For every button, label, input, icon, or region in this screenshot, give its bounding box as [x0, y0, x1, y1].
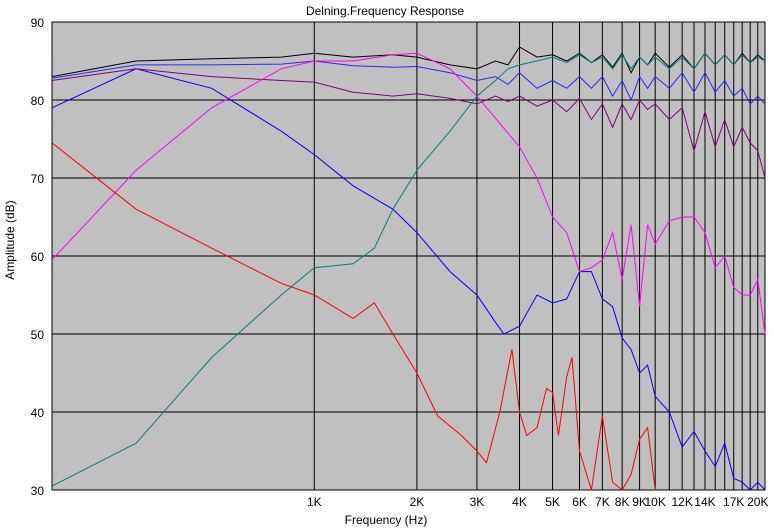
series-line-2: [51, 68, 766, 491]
series-line-4: [51, 68, 766, 179]
y-tick-label: 40: [31, 406, 45, 420]
x-tick-label: 8K: [615, 495, 630, 509]
x-tick-label: 7K: [595, 495, 610, 509]
y-tick-label: 30: [31, 484, 45, 498]
y-tick-label: 60: [31, 250, 45, 264]
x-tick-label: 20K: [747, 495, 768, 509]
y-tick-label: 80: [31, 94, 45, 108]
series-layer: [51, 46, 766, 491]
x-tick-label: 12K: [671, 495, 692, 509]
y-tick-label: 90: [31, 16, 45, 30]
chart-title: Delning.Frequency Response: [306, 4, 464, 18]
x-tick-label: 10K: [644, 495, 665, 509]
x-tick-label: 2K: [410, 495, 425, 509]
series-line-7: [51, 142, 656, 491]
y-axis-label: Amplitude (dB): [3, 200, 17, 279]
series-line-5: [51, 52, 766, 335]
y-tick-label: 70: [31, 172, 45, 186]
x-tick-label: 6K: [572, 495, 587, 509]
series-line-6: [51, 52, 766, 487]
x-tick-label: 9K: [632, 495, 647, 509]
x-tick-label: 5K: [545, 495, 560, 509]
x-tick-label: 1K: [307, 495, 322, 509]
series-line-3: [51, 60, 766, 105]
x-axis-label: Frequency (Hz): [345, 513, 428, 527]
x-tick-label: 3K: [470, 495, 485, 509]
x-tick-label: 17K: [723, 495, 744, 509]
y-tick-labels: 30 40 50 60 70 80 90: [31, 16, 45, 498]
y-tick-label: 50: [31, 328, 45, 342]
x-tick-label: 4K: [512, 495, 527, 509]
x-tick-label: 14K: [694, 495, 715, 509]
